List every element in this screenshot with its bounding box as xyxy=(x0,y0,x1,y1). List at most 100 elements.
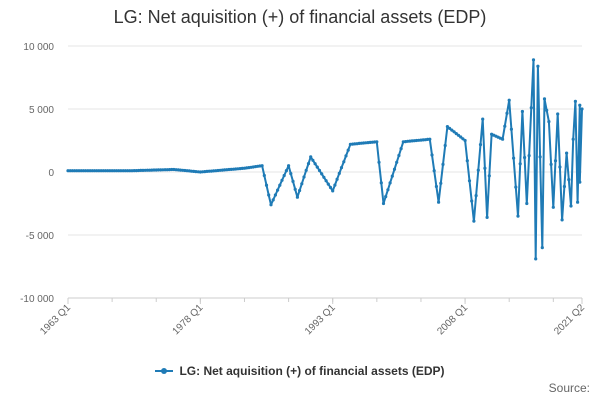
data-point xyxy=(79,169,83,173)
data-point xyxy=(534,257,538,261)
data-point xyxy=(450,128,454,132)
data-point xyxy=(315,165,319,169)
x-tick-label: 2008 Q1 xyxy=(435,302,470,337)
data-point xyxy=(580,107,584,111)
data-point xyxy=(437,200,441,204)
data-point xyxy=(101,169,105,173)
data-point xyxy=(267,193,271,197)
data-point xyxy=(523,155,527,160)
data-point xyxy=(470,199,474,203)
data-point xyxy=(463,138,467,143)
legend: LG: Net aquisition (+) of financial asse… xyxy=(0,364,600,379)
data-point xyxy=(324,179,328,183)
data-point xyxy=(271,198,275,202)
data-point xyxy=(565,151,569,155)
x-tick-label: 1993 Q1 xyxy=(303,302,338,337)
data-point xyxy=(313,162,317,166)
data-point xyxy=(483,166,487,170)
data-point xyxy=(511,156,516,160)
data-point xyxy=(128,169,132,173)
data-point xyxy=(108,169,112,173)
data-point xyxy=(331,189,335,193)
data-point xyxy=(472,219,476,223)
data-point xyxy=(97,169,101,173)
data-point xyxy=(92,169,97,173)
data-point xyxy=(399,147,403,151)
data-point xyxy=(560,218,564,222)
data-point xyxy=(68,169,72,173)
data-point xyxy=(123,169,127,173)
data-point xyxy=(487,174,491,178)
data-point xyxy=(443,143,447,148)
data-point xyxy=(503,124,507,128)
data-point xyxy=(152,168,156,172)
data-point xyxy=(163,168,167,172)
data-point xyxy=(430,153,434,157)
data-point xyxy=(578,180,582,184)
data-point xyxy=(88,169,92,173)
data-point xyxy=(553,159,558,163)
data-point xyxy=(578,103,582,107)
data-point xyxy=(126,169,130,173)
data-point xyxy=(454,132,458,136)
data-point xyxy=(260,164,264,168)
data-point xyxy=(428,137,432,141)
data-point xyxy=(346,148,350,152)
data-point xyxy=(520,109,525,114)
data-point xyxy=(300,182,304,186)
data-point xyxy=(576,200,580,204)
data-point xyxy=(432,169,436,173)
x-tick-label: 1978 Q1 xyxy=(171,302,206,337)
series-line xyxy=(68,58,583,260)
data-point xyxy=(395,160,399,164)
data-point xyxy=(156,168,160,172)
data-point xyxy=(545,108,549,112)
data-point xyxy=(121,169,125,173)
data-point xyxy=(390,174,394,178)
data-point xyxy=(518,162,522,166)
data-point xyxy=(531,58,536,62)
data-point xyxy=(459,135,463,139)
data-point xyxy=(295,195,299,199)
legend-line-marker-icon xyxy=(155,368,174,374)
data-point xyxy=(536,64,540,68)
data-point xyxy=(278,183,282,187)
data-point xyxy=(106,169,110,173)
data-point xyxy=(289,172,293,176)
y-tick-label: 10 000 xyxy=(23,42,54,53)
data-point xyxy=(112,169,116,173)
data-point xyxy=(478,143,483,147)
data-point xyxy=(529,106,533,110)
data-point xyxy=(573,99,578,103)
legend-label: LG: Net aquisition (+) of financial asse… xyxy=(179,364,445,378)
data-point xyxy=(298,188,302,193)
data-point xyxy=(276,188,280,192)
data-point xyxy=(117,169,121,173)
data-point xyxy=(342,160,346,164)
y-tick-label: 5 000 xyxy=(29,105,54,116)
data-point xyxy=(476,168,480,172)
data-point xyxy=(507,98,511,102)
data-point xyxy=(326,182,330,186)
data-point xyxy=(549,162,553,166)
data-point xyxy=(110,169,114,173)
data-point xyxy=(287,164,291,168)
data-point xyxy=(375,140,379,144)
data-point xyxy=(103,169,108,173)
data-point xyxy=(379,181,383,185)
legend-item[interactable]: LG: Net aquisition (+) of financial asse… xyxy=(155,364,445,378)
data-point xyxy=(467,179,472,183)
data-point xyxy=(282,173,286,178)
data-point xyxy=(414,138,419,143)
data-point xyxy=(384,195,388,199)
data-point xyxy=(170,167,174,172)
data-point xyxy=(284,169,288,173)
data-point xyxy=(439,181,443,185)
data-point xyxy=(119,169,123,173)
data-point xyxy=(337,171,341,175)
source-label: Source: xyxy=(548,381,590,395)
data-point xyxy=(84,169,88,173)
data-point xyxy=(86,169,90,173)
data-point xyxy=(99,169,103,173)
data-point xyxy=(397,153,401,158)
